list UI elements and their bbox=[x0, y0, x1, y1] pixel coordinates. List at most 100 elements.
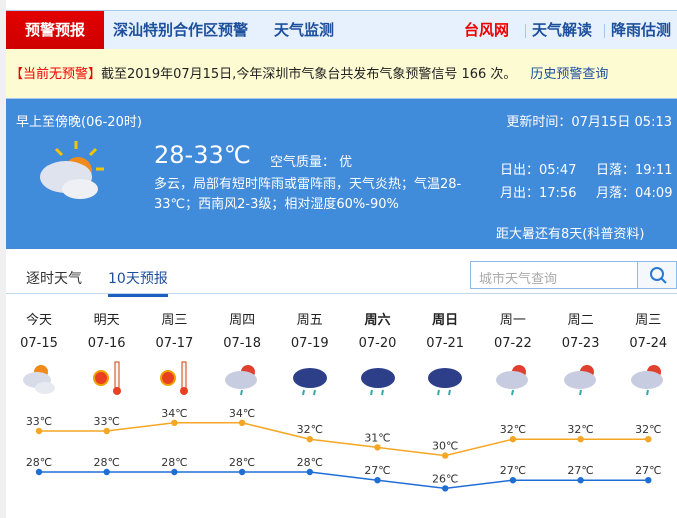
high-temp-point bbox=[35, 427, 43, 435]
high-temp-label: 32℃ bbox=[500, 423, 526, 436]
rain-icon bbox=[428, 368, 463, 396]
forecast-day: 周三 bbox=[161, 313, 188, 328]
update-time: 更新时间：07月15日 05:13 bbox=[506, 115, 672, 130]
forecast-date: 07-18 bbox=[223, 336, 261, 351]
shower-icon bbox=[631, 365, 664, 396]
weather-desc: 多云，局部有短时阵雨或雷阵雨，天气炎热；气温28-33℃；西南风2-3级；相对湿… bbox=[154, 177, 462, 212]
search-icon bbox=[650, 267, 667, 284]
moonrise: 月出：17:56 bbox=[500, 186, 577, 201]
low-temp-point bbox=[577, 477, 584, 484]
high-temp-label: 30℃ bbox=[432, 440, 458, 453]
history-link[interactable]: 历史预警查询 bbox=[530, 67, 609, 82]
nav-typhoon[interactable]: 台风网 bbox=[464, 21, 510, 39]
nav-shenshan[interactable]: 深汕特别合作区预警 bbox=[113, 21, 249, 39]
current-weather-panel: 早上至傍晚(06-20时) 更新时间：07月15日 05:13 28-33℃ 空… bbox=[6, 99, 677, 249]
cloudy-sun-icon bbox=[40, 141, 104, 199]
forecast-date: 07-15 bbox=[20, 336, 58, 351]
hot-sunny-icon bbox=[160, 361, 189, 395]
high-temp-label: 33℃ bbox=[26, 415, 52, 428]
forecast-date: 07-17 bbox=[155, 336, 194, 351]
warning-tag: 【当前无预警】 bbox=[10, 67, 102, 82]
high-temp-label: 34℃ bbox=[161, 407, 187, 420]
high-temp-point bbox=[171, 419, 178, 426]
high-temp-label: 31℃ bbox=[364, 431, 390, 444]
search-button[interactable] bbox=[637, 261, 677, 289]
hot-sunny-icon bbox=[92, 361, 121, 395]
high-temp-point bbox=[442, 452, 449, 459]
low-temp-label: 26℃ bbox=[432, 472, 458, 485]
moonset: 月落：04:09 bbox=[596, 186, 673, 201]
shower-icon bbox=[225, 365, 258, 396]
partly-cloudy-icon bbox=[23, 365, 55, 394]
city-search-input[interactable]: 城市天气查询 bbox=[470, 261, 638, 289]
rain-icon bbox=[360, 368, 395, 396]
low-temp-label: 28℃ bbox=[297, 456, 323, 469]
forecast-day: 周三 bbox=[635, 313, 662, 328]
high-temp-label: 32℃ bbox=[635, 423, 661, 436]
temperature-chart: 33℃ 33℃ 34℃ 34℃ 32℃ 31℃ 30℃ 32℃ 32℃ 32℃ 28℃ 28℃ 28℃ 2… bbox=[26, 407, 661, 492]
divider bbox=[525, 24, 526, 38]
low-temp-point bbox=[374, 477, 381, 484]
forecast-tabs: 逐时天气 10天预报 bbox=[6, 258, 677, 297]
low-temp-point bbox=[645, 477, 652, 484]
nav-rainfall[interactable]: 降雨估测 bbox=[611, 21, 672, 39]
tab-10day[interactable]: 10天预报 bbox=[108, 268, 168, 297]
warning-text: 截至2019年07月15日,今年深圳市气象台共发布气象预警信号 166 次。 bbox=[101, 67, 517, 82]
high-temp-point bbox=[374, 444, 381, 451]
sunrise: 日出：05:47 bbox=[500, 163, 577, 178]
low-temp-label: 28℃ bbox=[229, 456, 255, 469]
forecast-date: 07-20 bbox=[358, 336, 397, 351]
low-temp-point bbox=[238, 468, 246, 476]
low-temp-point bbox=[171, 468, 178, 476]
sunset: 日落：19:11 bbox=[596, 163, 673, 178]
solar-term-link[interactable]: 距大暑还有8天(科普资料) bbox=[496, 227, 645, 242]
forecast-date: 07-22 bbox=[494, 336, 532, 351]
low-temp-label: 27℃ bbox=[364, 464, 390, 477]
low-temp-label: 28℃ bbox=[94, 456, 120, 469]
forecast-day: 周二 bbox=[567, 313, 594, 328]
forecast-day: 周五 bbox=[296, 313, 323, 328]
period: 早上至傍晚(06-20时) bbox=[16, 115, 142, 130]
tab-hourly[interactable]: 逐时天气 bbox=[26, 271, 82, 287]
high-temp-label: 34℃ bbox=[229, 407, 255, 420]
low-temp-point bbox=[509, 477, 517, 484]
forecast-date: 07-23 bbox=[561, 336, 600, 351]
low-temp-point bbox=[103, 468, 110, 476]
low-temp-point bbox=[306, 468, 313, 476]
rain-icon bbox=[292, 368, 327, 396]
low-temp-label: 27℃ bbox=[500, 464, 526, 477]
high-temp-point bbox=[509, 436, 517, 443]
forecast-date: 07-16 bbox=[87, 336, 126, 351]
high-temp-label: 33℃ bbox=[94, 415, 120, 428]
low-temp-label: 28℃ bbox=[161, 456, 187, 469]
low-temp-label: 27℃ bbox=[567, 464, 593, 477]
low-temp-label: 27℃ bbox=[635, 464, 661, 477]
nav-monitor[interactable]: 天气监测 bbox=[274, 21, 335, 39]
high-temp-point bbox=[238, 419, 246, 426]
forecast-day: 周四 bbox=[229, 313, 256, 328]
high-temp-line bbox=[39, 422, 649, 457]
forecast-day: 明天 bbox=[93, 313, 120, 328]
divider bbox=[604, 24, 605, 38]
forecast-day: 周六 bbox=[364, 313, 391, 328]
forecast-day: 周日 bbox=[432, 313, 459, 328]
air-quality: 空气质量： 优 bbox=[270, 155, 353, 170]
forecast-date: 07-19 bbox=[290, 336, 329, 351]
forecast-day: 今天 bbox=[25, 313, 52, 328]
low-temp-point bbox=[442, 485, 449, 492]
warning-bar: 【当前无预警】截至2019年07月15日,今年深圳市气象台共发布气象预警信号 1… bbox=[6, 49, 677, 99]
high-temp-point bbox=[103, 427, 110, 435]
nav-interpret[interactable]: 天气解读 bbox=[532, 21, 593, 39]
low-temp-point bbox=[35, 468, 43, 476]
page-margin bbox=[0, 0, 6, 518]
high-temp-point bbox=[645, 436, 652, 443]
high-temp-label: 32℃ bbox=[297, 423, 323, 436]
high-temp-point bbox=[577, 436, 584, 443]
forecast-date: 07-21 bbox=[426, 336, 465, 351]
shower-icon bbox=[563, 365, 596, 396]
high-temp-label: 32℃ bbox=[567, 423, 593, 436]
low-temp-label: 28℃ bbox=[26, 456, 52, 469]
shower-icon bbox=[495, 365, 528, 396]
high-temp-point bbox=[306, 436, 313, 443]
low-temp-line bbox=[39, 471, 649, 490]
